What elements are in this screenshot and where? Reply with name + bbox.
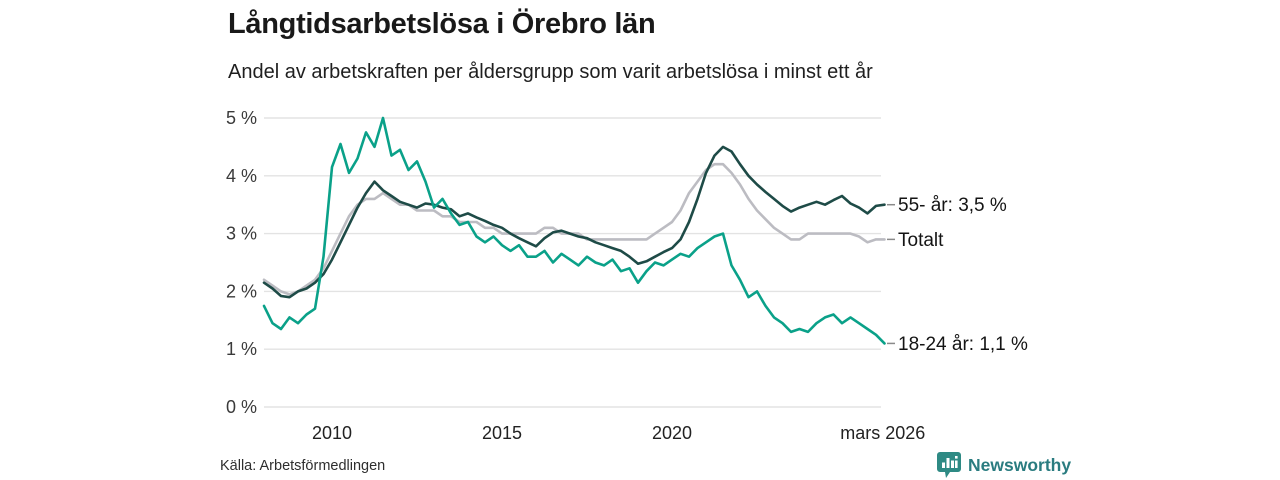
series-label-totalt: Totalt [898, 230, 944, 251]
series-line-18-24-ar [262, 116, 886, 345]
brand-name: Newsworthy [968, 455, 1072, 475]
chart-title: Långtidsarbetslösa i Örebro län [228, 8, 656, 40]
x-tick-label: 2010 [312, 423, 352, 443]
chart-subtitle: Andel av arbetskraften per åldersgrupp s… [228, 61, 873, 83]
x-tick-label: 2015 [482, 423, 522, 443]
y-tick-label: 0 % [226, 397, 257, 417]
series-label-55-ar: 55- år: 3,5 % [898, 195, 1007, 216]
y-tick-label: 5 % [226, 108, 257, 128]
series-label-18-24-ar: 18-24 år: 1,1 % [898, 334, 1028, 355]
y-tick-label: 1 % [226, 339, 257, 359]
y-tick-label: 4 % [226, 166, 257, 186]
x-tick-label: mars 2026 [840, 423, 925, 443]
newsworthy-logo[interactable]: Newsworthy [937, 452, 1071, 479]
x-tick-label: 2020 [652, 423, 692, 443]
y-tick-label: 2 % [226, 281, 257, 301]
y-tick-label: 3 % [226, 224, 257, 244]
series-line-totalt [262, 162, 886, 296]
source-note: Källa: Arbetsförmedlingen [220, 458, 386, 474]
bar-chart-pin-icon [937, 452, 961, 478]
series-line-55-ar [262, 145, 886, 299]
